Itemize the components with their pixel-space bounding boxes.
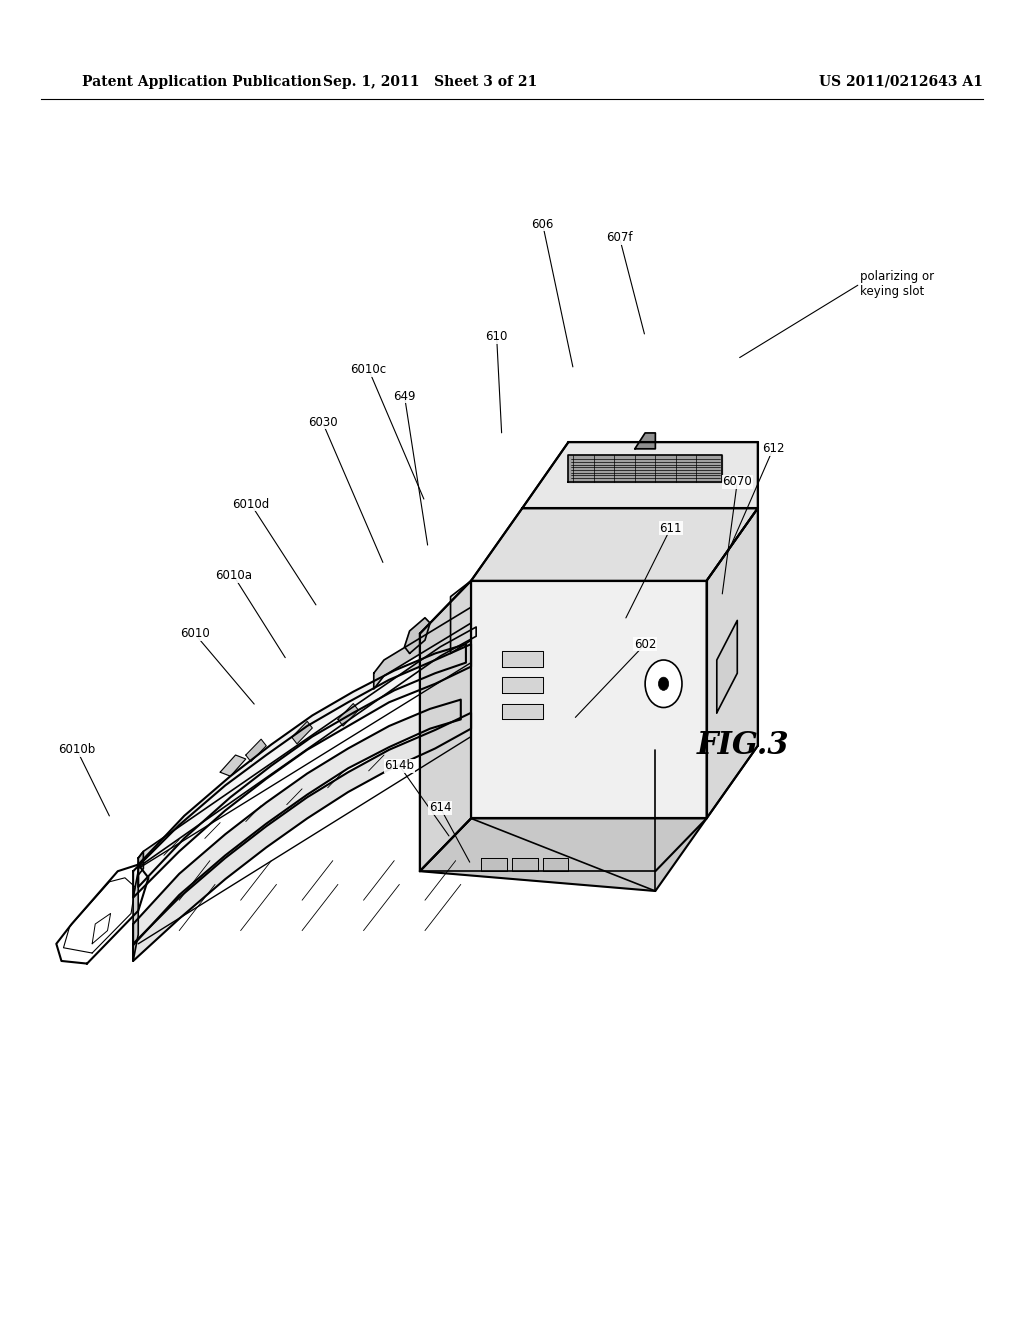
Polygon shape bbox=[502, 677, 543, 693]
Polygon shape bbox=[707, 508, 758, 818]
Polygon shape bbox=[220, 755, 246, 776]
Polygon shape bbox=[404, 618, 430, 653]
Circle shape bbox=[658, 677, 669, 690]
Text: 607f: 607f bbox=[606, 231, 633, 244]
Polygon shape bbox=[471, 581, 707, 818]
Text: 6030: 6030 bbox=[308, 416, 337, 429]
Text: Sep. 1, 2011   Sheet 3 of 21: Sep. 1, 2011 Sheet 3 of 21 bbox=[323, 75, 538, 88]
Polygon shape bbox=[138, 644, 466, 887]
Text: 614b: 614b bbox=[384, 759, 415, 772]
Polygon shape bbox=[481, 858, 507, 871]
Circle shape bbox=[645, 660, 682, 708]
Text: 6010a: 6010a bbox=[215, 569, 252, 582]
Polygon shape bbox=[451, 581, 471, 653]
Polygon shape bbox=[502, 651, 543, 667]
Text: Patent Application Publication: Patent Application Publication bbox=[82, 75, 322, 88]
Text: polarizing or
keying slot: polarizing or keying slot bbox=[860, 269, 934, 298]
Polygon shape bbox=[420, 581, 471, 871]
Text: FIG.3: FIG.3 bbox=[696, 730, 788, 762]
Polygon shape bbox=[138, 627, 476, 867]
Polygon shape bbox=[246, 739, 266, 762]
Polygon shape bbox=[374, 607, 471, 689]
Polygon shape bbox=[568, 455, 722, 482]
Polygon shape bbox=[543, 858, 568, 871]
Text: 6010b: 6010b bbox=[58, 743, 95, 756]
Polygon shape bbox=[133, 644, 471, 898]
Polygon shape bbox=[138, 851, 143, 875]
Text: 649: 649 bbox=[393, 389, 416, 403]
Polygon shape bbox=[420, 818, 707, 891]
Polygon shape bbox=[471, 508, 758, 581]
Text: 611: 611 bbox=[659, 521, 682, 535]
Text: 606: 606 bbox=[531, 218, 554, 231]
Polygon shape bbox=[133, 713, 471, 961]
Text: 6010c: 6010c bbox=[350, 363, 387, 376]
Polygon shape bbox=[338, 704, 358, 726]
Polygon shape bbox=[292, 721, 312, 744]
Polygon shape bbox=[512, 858, 538, 871]
Polygon shape bbox=[717, 620, 737, 713]
Polygon shape bbox=[133, 700, 461, 945]
Text: 6010d: 6010d bbox=[232, 498, 269, 511]
Text: 612: 612 bbox=[762, 442, 784, 455]
Polygon shape bbox=[133, 871, 138, 961]
Text: 614: 614 bbox=[429, 801, 452, 814]
Polygon shape bbox=[56, 865, 148, 964]
Text: 6070: 6070 bbox=[722, 475, 753, 488]
Polygon shape bbox=[635, 433, 655, 449]
Text: 602: 602 bbox=[634, 638, 656, 651]
Text: US 2011/0212643 A1: US 2011/0212643 A1 bbox=[819, 75, 983, 88]
Polygon shape bbox=[502, 704, 543, 719]
Text: 610: 610 bbox=[485, 330, 508, 343]
Polygon shape bbox=[522, 442, 758, 508]
Text: 6010: 6010 bbox=[179, 627, 210, 640]
